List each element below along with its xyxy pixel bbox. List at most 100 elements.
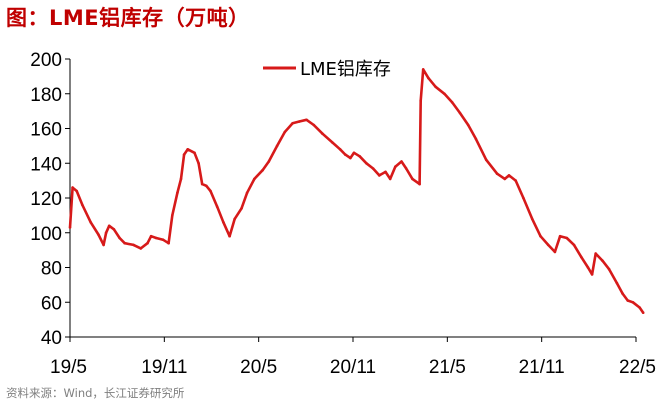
data-point bbox=[388, 177, 392, 181]
data-point bbox=[171, 214, 174, 217]
data-point bbox=[209, 189, 212, 193]
y-tick-label: 100 bbox=[30, 224, 62, 245]
data-point bbox=[641, 311, 645, 315]
data-point bbox=[321, 132, 324, 135]
y-axis-ticks: 40 60 80 100 120 140 160 180 200 bbox=[30, 50, 70, 349]
data-point bbox=[443, 92, 446, 96]
data-point bbox=[621, 292, 624, 295]
data-point bbox=[411, 177, 414, 181]
data-point bbox=[149, 234, 153, 238]
data-point bbox=[161, 238, 165, 241]
data-point bbox=[253, 177, 256, 181]
data-point bbox=[233, 217, 236, 221]
x-tick-label: 21/5 bbox=[429, 357, 466, 378]
data-point bbox=[89, 221, 92, 224]
data-point bbox=[275, 144, 279, 148]
data-point bbox=[176, 191, 179, 195]
data-point bbox=[167, 241, 170, 245]
data-point bbox=[112, 228, 116, 231]
data-point bbox=[139, 247, 143, 250]
data-point bbox=[205, 184, 208, 188]
data-point bbox=[97, 233, 100, 236]
data-point bbox=[434, 85, 437, 89]
data-point bbox=[193, 151, 196, 155]
data-point bbox=[572, 243, 576, 247]
data-point bbox=[104, 231, 108, 235]
legend: LME铝库存 bbox=[263, 59, 391, 80]
y-tick-label: 80 bbox=[41, 259, 62, 280]
data-point bbox=[215, 205, 219, 208]
data-point bbox=[400, 160, 403, 163]
data-point bbox=[384, 170, 387, 174]
x-tick-label: 19/5 bbox=[50, 357, 87, 378]
data-point bbox=[222, 221, 225, 224]
data-point bbox=[565, 236, 569, 240]
data-point bbox=[291, 122, 294, 125]
data-point bbox=[601, 259, 604, 262]
data-point bbox=[539, 234, 542, 238]
data-point bbox=[495, 172, 499, 175]
data-point bbox=[240, 207, 243, 210]
x-axis-ticks: 19/5 19/11 20/5 20/11 21/5 21/11 22/5 bbox=[50, 337, 656, 378]
data-point bbox=[118, 236, 121, 240]
data-point bbox=[146, 241, 149, 245]
data-point bbox=[466, 123, 470, 127]
series-lme-aluminum-inventory bbox=[68, 68, 645, 315]
data-point bbox=[503, 177, 507, 181]
data-point bbox=[507, 174, 511, 177]
data-point bbox=[404, 167, 408, 170]
x-tick-label: 21/11 bbox=[519, 357, 565, 378]
data-point bbox=[514, 179, 517, 182]
data-point bbox=[580, 255, 583, 259]
data-point bbox=[200, 182, 204, 186]
x-tick-label: 22/5 bbox=[619, 357, 656, 378]
data-point bbox=[421, 68, 425, 71]
data-point bbox=[261, 168, 264, 172]
data-point bbox=[530, 217, 534, 221]
figure-title: 图：LME铝库存（万吨） bbox=[6, 6, 250, 30]
data-point bbox=[631, 301, 635, 304]
y-tick-label: 140 bbox=[30, 154, 62, 175]
chart-axes bbox=[69, 59, 636, 338]
data-point bbox=[418, 182, 421, 186]
data-point bbox=[378, 174, 381, 177]
data-point bbox=[179, 177, 183, 181]
data-point bbox=[546, 243, 550, 247]
data-point bbox=[427, 76, 430, 80]
data-point bbox=[352, 151, 356, 155]
data-point bbox=[344, 153, 347, 156]
x-tick-label: 19/11 bbox=[141, 357, 187, 378]
figure-source: 资料来源：Wind，长江证券研究所 bbox=[6, 386, 185, 400]
data-point bbox=[71, 186, 74, 189]
data-point bbox=[458, 111, 462, 115]
series-layer bbox=[68, 68, 645, 315]
data-point bbox=[68, 226, 72, 229]
data-point bbox=[228, 234, 231, 238]
y-tick-label: 200 bbox=[30, 50, 62, 71]
legend-label: LME铝库存 bbox=[300, 59, 391, 80]
y-tick-label: 180 bbox=[30, 85, 62, 106]
data-point bbox=[365, 162, 368, 165]
data-point bbox=[586, 266, 590, 269]
data-point bbox=[474, 137, 478, 141]
data-point bbox=[298, 120, 301, 123]
data-point bbox=[305, 118, 308, 122]
data-point bbox=[607, 267, 611, 271]
data-point bbox=[123, 241, 126, 245]
data-point bbox=[419, 99, 423, 102]
data-point bbox=[371, 167, 375, 170]
data-point bbox=[182, 153, 186, 156]
y-tick-label: 120 bbox=[30, 189, 62, 210]
data-point bbox=[154, 236, 158, 240]
data-point bbox=[638, 306, 641, 309]
data-point bbox=[558, 234, 562, 238]
data-point bbox=[594, 252, 597, 255]
data-point bbox=[107, 224, 111, 228]
data-point bbox=[615, 281, 619, 285]
x-tick-label: 20/5 bbox=[240, 357, 277, 378]
data-point bbox=[283, 130, 287, 134]
y-tick-label: 160 bbox=[30, 120, 62, 141]
data-point bbox=[450, 101, 454, 104]
data-point bbox=[394, 165, 397, 168]
